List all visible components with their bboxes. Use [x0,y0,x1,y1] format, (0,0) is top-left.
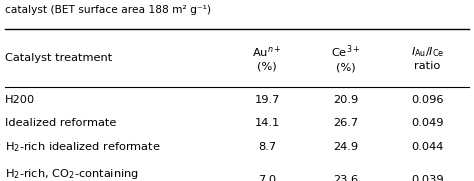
Text: 20.9: 20.9 [334,94,359,105]
Text: 7.0: 7.0 [258,175,276,181]
Text: 19.7: 19.7 [255,94,280,105]
Text: 26.7: 26.7 [334,118,359,128]
Text: 23.6: 23.6 [334,175,359,181]
Text: 0.096: 0.096 [411,94,444,105]
Text: Ce$^{3+}$
(%): Ce$^{3+}$ (%) [331,44,361,72]
Text: H$_2$-rich idealized reformate: H$_2$-rich idealized reformate [5,140,161,153]
Text: 8.7: 8.7 [258,142,276,152]
Text: H200: H200 [5,94,35,105]
Text: 0.044: 0.044 [411,142,444,152]
Text: H$_2$-rich, CO$_2$-containing
idealized reformate: H$_2$-rich, CO$_2$-containing idealized … [5,167,139,181]
Text: Au$^{n+}$
(%): Au$^{n+}$ (%) [253,45,282,71]
Text: catalyst (BET surface area 188 m² g⁻¹): catalyst (BET surface area 188 m² g⁻¹) [5,5,211,15]
Text: Catalyst treatment: Catalyst treatment [5,53,112,63]
Text: 0.039: 0.039 [411,175,444,181]
Text: $I_{\mathrm{Au}}$/$I_{\mathrm{Ce}}$
ratio: $I_{\mathrm{Au}}$/$I_{\mathrm{Ce}}$ rati… [410,45,444,71]
Text: 0.049: 0.049 [411,118,444,128]
Text: Idealized reformate: Idealized reformate [5,118,116,128]
Text: 24.9: 24.9 [334,142,359,152]
Text: 14.1: 14.1 [255,118,280,128]
